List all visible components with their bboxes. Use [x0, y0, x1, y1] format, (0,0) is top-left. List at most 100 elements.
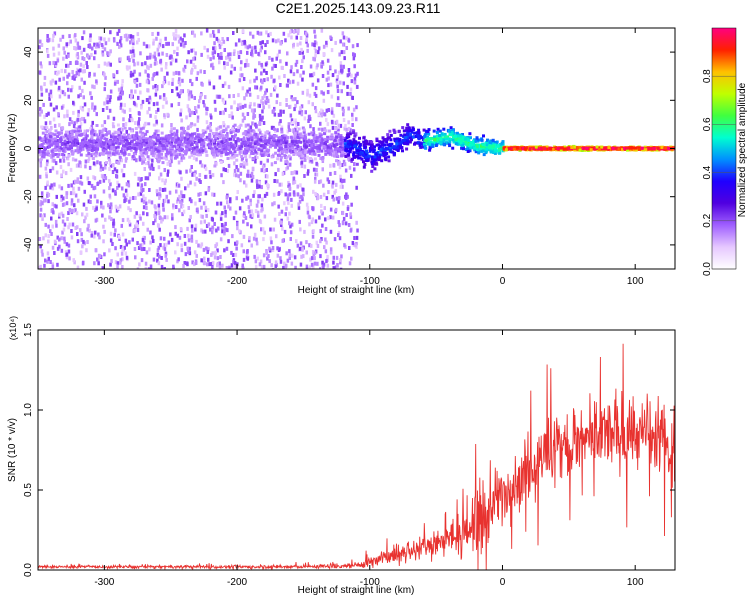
heatmap-cell	[319, 239, 322, 244]
heatmap-cell	[211, 65, 215, 70]
heatmap-cell	[494, 149, 498, 153]
heatmap-cell	[170, 137, 174, 141]
heatmap-cell	[194, 223, 198, 228]
heatmap-cell	[73, 203, 76, 208]
heatmap-cell	[253, 254, 256, 259]
heatmap-cell	[100, 129, 104, 133]
heatmap-cell	[133, 62, 136, 67]
heatmap-cell	[293, 255, 297, 260]
heatmap-cell	[263, 193, 267, 198]
heatmap-cell	[276, 179, 279, 184]
heatmap-cell	[58, 77, 61, 82]
heatmap-cell	[322, 183, 325, 188]
heatmap-cell	[177, 102, 181, 106]
heatmap-cell	[142, 199, 146, 204]
heatmap-cell	[499, 143, 502, 147]
heatmap-cell	[63, 150, 67, 154]
heatmap-cell	[72, 191, 76, 196]
heatmap-cell	[205, 128, 208, 133]
heatmap-cell	[218, 55, 221, 60]
heatmap-cell	[77, 198, 80, 203]
heatmap-cell	[422, 128, 426, 132]
heatmap-cell	[289, 135, 293, 139]
heatmap-cell	[112, 224, 115, 229]
heatmap-cell	[161, 51, 164, 56]
heatmap-cell	[93, 176, 97, 181]
heatmap-cell	[344, 168, 348, 173]
heatmap-cell	[140, 247, 144, 252]
heatmap-cell	[187, 250, 190, 254]
heatmap-cell	[155, 110, 158, 114]
heatmap-cell	[285, 155, 289, 159]
heatmap-cell	[226, 169, 229, 173]
heatmap-cell	[209, 33, 212, 38]
heatmap-cell	[108, 108, 112, 113]
heatmap-cell	[224, 168, 227, 172]
heatmap-cell	[102, 239, 105, 244]
heatmap-cell	[406, 132, 409, 136]
heatmap-cell	[348, 246, 351, 250]
heatmap-cell	[66, 81, 69, 86]
heatmap-cell	[79, 62, 83, 67]
heatmap-cell	[290, 141, 294, 145]
heatmap-cell	[94, 141, 98, 145]
heatmap-cell	[345, 144, 349, 148]
heatmap-cell	[67, 225, 70, 230]
heatmap-cell	[461, 133, 464, 136]
heatmap-cell	[166, 169, 170, 174]
heatmap-cell	[240, 142, 244, 146]
heatmap-cell	[219, 213, 223, 218]
heatmap-cell	[474, 148, 477, 151]
heatmap-cell	[59, 131, 63, 135]
heatmap-cell	[175, 154, 178, 158]
heatmap-cell	[300, 164, 304, 169]
heatmap-cell	[171, 213, 174, 218]
heatmap-cell	[103, 37, 106, 42]
heatmap-cell	[152, 85, 155, 90]
heatmap-cell	[108, 161, 112, 166]
heatmap-cell	[249, 134, 253, 138]
heatmap-cell	[67, 154, 71, 158]
heatmap-cell	[101, 166, 105, 171]
heatmap-cell	[427, 128, 431, 132]
heatmap-cell	[226, 157, 230, 160]
heatmap-cell	[317, 112, 320, 117]
heatmap-cell	[136, 142, 140, 146]
heatmap-cell	[91, 141, 95, 145]
heatmap-cell	[222, 180, 225, 185]
heatmap-cell	[258, 121, 262, 125]
heatmap-cell	[242, 234, 246, 239]
heatmap-cell	[86, 141, 90, 145]
heatmap-cell	[251, 121, 254, 126]
heatmap-cell	[343, 142, 347, 146]
heatmap-cell	[107, 37, 111, 42]
heatmap-cell	[67, 53, 70, 58]
heatmap-cell	[57, 43, 61, 48]
heatmap-cell	[70, 132, 74, 136]
heatmap-cell	[330, 94, 334, 99]
heatmap-cell	[370, 155, 374, 159]
heatmap-cell	[356, 149, 359, 153]
heatmap-cell	[187, 92, 191, 97]
heatmap-cell	[456, 141, 460, 145]
heatmap-cell	[282, 265, 285, 269]
heatmap-cell	[257, 51, 260, 56]
heatmap-cell	[302, 254, 305, 259]
heatmap-cell	[363, 142, 367, 146]
heatmap-cell	[330, 48, 334, 53]
heatmap-cell	[56, 139, 59, 143]
heatmap-cell	[306, 88, 309, 93]
heatmap-cell	[215, 94, 219, 99]
heatmap-cell	[71, 75, 74, 80]
heatmap-cell	[260, 62, 263, 67]
heatmap-cell	[271, 66, 274, 71]
heatmap-cell	[254, 45, 257, 50]
heatmap-cell	[390, 146, 394, 149]
heatmap-cell	[292, 180, 295, 185]
heatmap-cell	[279, 41, 283, 46]
heatmap-cell	[81, 212, 84, 217]
heatmap-cell	[346, 140, 350, 144]
heatmap-cell	[225, 134, 228, 139]
heatmap-cell	[279, 112, 282, 117]
heatmap-cell	[45, 174, 48, 179]
